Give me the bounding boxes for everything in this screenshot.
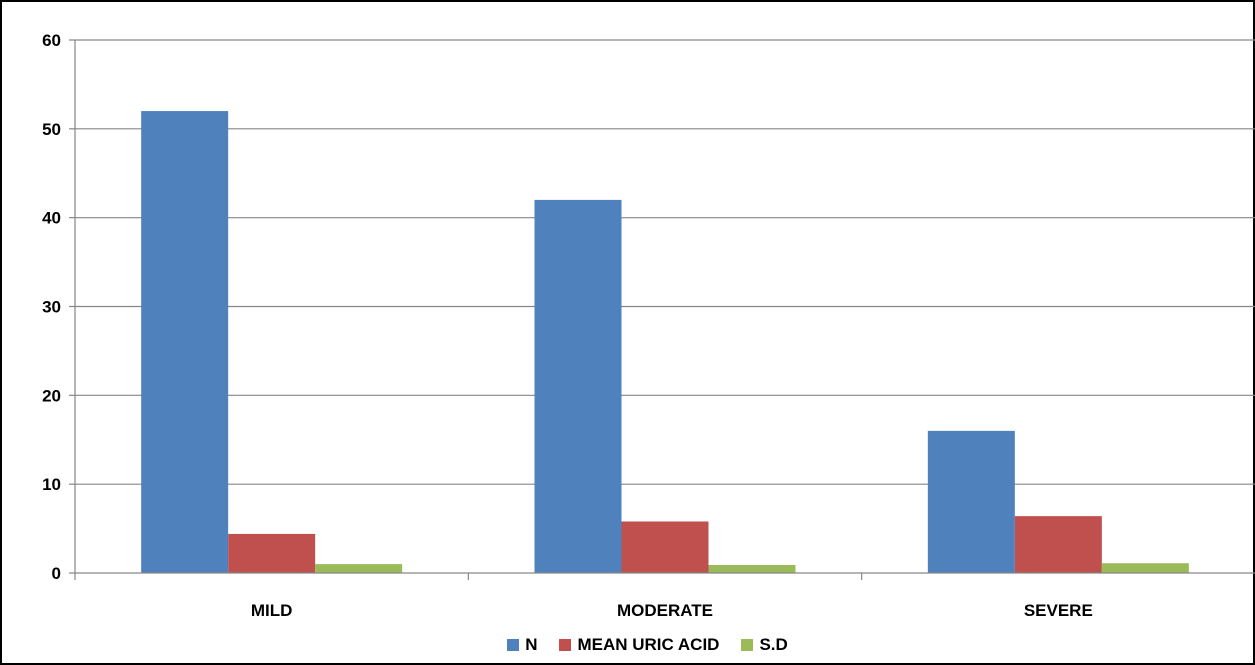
- y-tick-label-30: 30: [42, 298, 61, 317]
- legend-item-n: N: [507, 635, 537, 655]
- bars: [141, 111, 1189, 574]
- bar-mean-uric-acid-moderate: [621, 521, 709, 573]
- x-tick-labels: MILD MODERATE SEVERE: [251, 601, 1093, 620]
- y-tick-label-10: 10: [42, 475, 61, 494]
- x-tick-label-moderate: MODERATE: [617, 601, 713, 620]
- bar-n-severe: [927, 430, 1015, 573]
- axes: [74, 40, 1255, 580]
- legend-swatch-mean-uric-acid: [559, 639, 572, 651]
- gridlines: [69, 39, 1255, 574]
- bar-mean-uric-acid-severe: [1014, 516, 1102, 573]
- bar-s-d-moderate: [708, 565, 796, 573]
- y-tick-labels: 0 10 20 30 40 50 60: [42, 31, 61, 583]
- x-tick-label-severe: SEVERE: [1024, 601, 1093, 620]
- bar-s-d-severe: [1101, 563, 1189, 573]
- y-tick-label-0: 0: [52, 564, 61, 583]
- bar-mean-uric-acid-mild: [228, 533, 316, 573]
- legend-swatch-s-d: [741, 639, 754, 651]
- y-tick-label-50: 50: [42, 120, 61, 139]
- bar-n-mild: [141, 111, 229, 574]
- legend-swatch-n: [507, 639, 520, 651]
- legend-label-s-d: S.D: [759, 635, 788, 654]
- legend-item-mean-uric-acid: MEAN URIC ACID: [559, 635, 719, 655]
- bar-s-d-mild: [315, 564, 403, 573]
- y-tick-label-20: 20: [42, 386, 61, 405]
- legend-item-s-d: S.D: [741, 635, 788, 655]
- legend-label-mean-uric-acid: MEAN URIC ACID: [577, 635, 720, 654]
- bar-n-moderate: [534, 199, 622, 573]
- y-tick-label-60: 60: [42, 31, 61, 50]
- legend: N MEAN URIC ACID S.D: [0, 632, 1255, 658]
- x-tick-label-mild: MILD: [251, 601, 293, 620]
- legend-label-n: N: [525, 635, 538, 654]
- y-tick-label-40: 40: [42, 209, 61, 228]
